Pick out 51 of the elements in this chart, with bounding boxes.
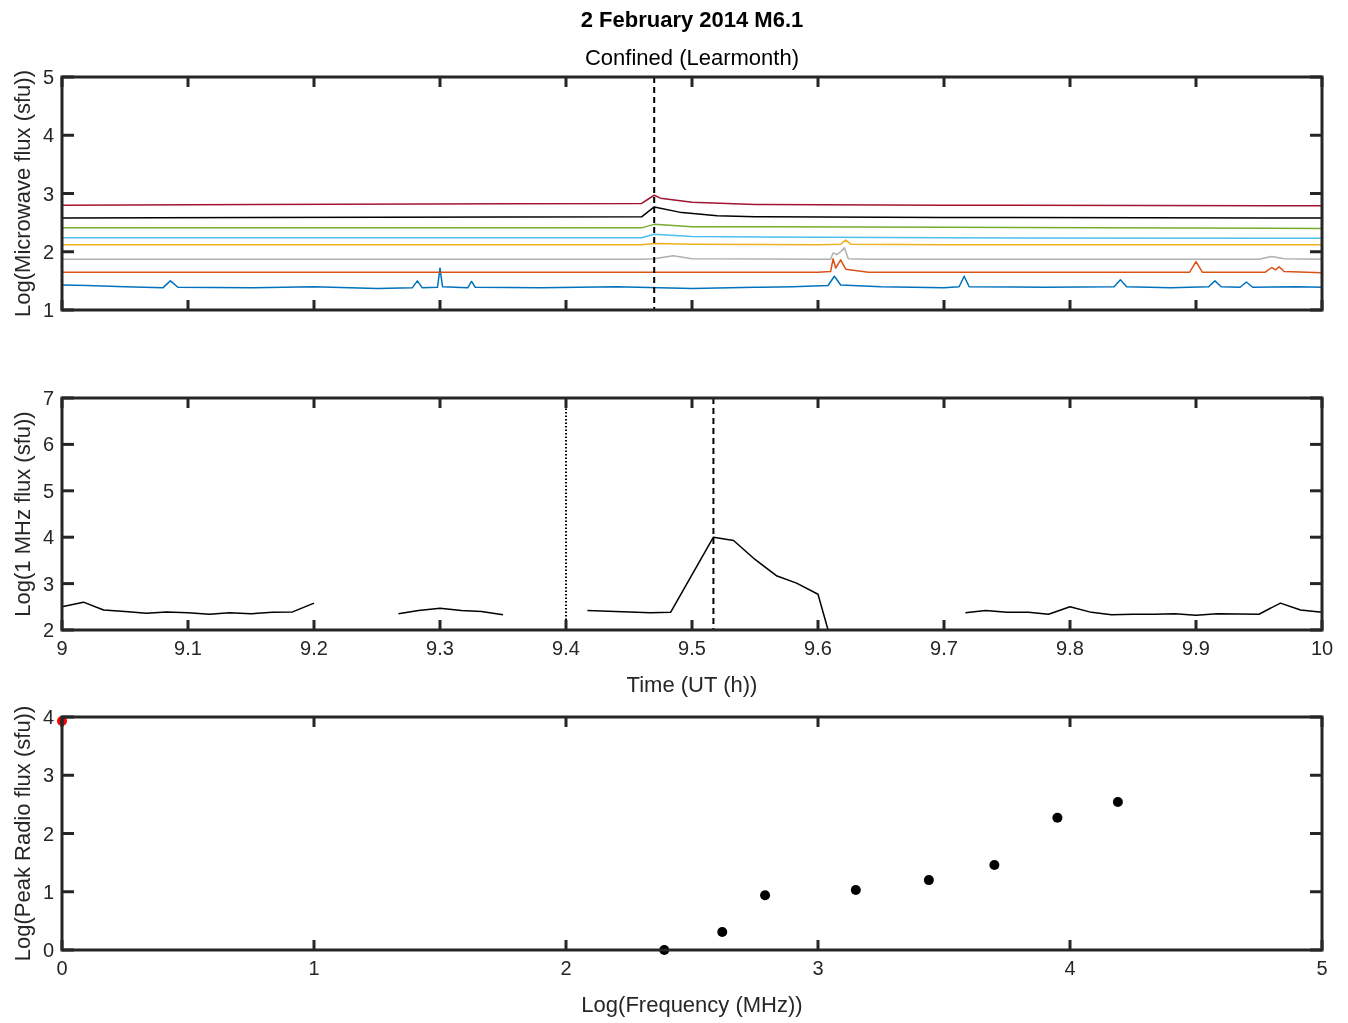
x-tick-label: 2	[560, 957, 572, 979]
line-series	[61, 257, 1323, 274]
x-axis-title: Log(Frequency (MHz))	[581, 992, 803, 1017]
y-tick-label: 2	[42, 240, 54, 263]
y-tick-label: 4	[42, 706, 54, 728]
y-tick-label: 3	[42, 572, 54, 595]
x-tick-label: 1	[308, 957, 320, 979]
y-tick-label: 1	[42, 299, 54, 321]
y-tick-label: 4	[42, 526, 54, 549]
y-tick-label: 3	[42, 764, 54, 787]
line-series	[61, 194, 1323, 207]
x-tick-label: 9.6	[804, 637, 832, 659]
point	[760, 890, 771, 901]
x-tick-label: 3	[812, 957, 824, 979]
x-tick-label: 0	[56, 957, 68, 979]
y-tick-label: 5	[42, 479, 54, 502]
x-tick-label: 9.1	[174, 637, 202, 659]
line-series	[61, 246, 1323, 261]
chart-title: 2 February 2014 M6.1	[580, 7, 804, 32]
x-tick-label: 4	[1064, 957, 1076, 979]
x-tick-label: 9.5	[678, 637, 706, 659]
x-tick-label: 9.4	[552, 637, 580, 659]
y-tick-label: 6	[42, 433, 54, 456]
y-axis-title: Log(Peak Radio flux (sfu))	[10, 705, 35, 962]
y-tick-label: 2	[42, 822, 54, 845]
y-tick-label: 4	[42, 124, 54, 147]
x-tick-label: 9.9	[1182, 637, 1210, 659]
chart-subtitle: Confined (Learmonth)	[584, 45, 800, 70]
y-tick-label: 7	[42, 387, 54, 409]
point	[850, 885, 861, 895]
y-axis-title: Log(Microwave flux (sfu))	[10, 70, 35, 317]
x-axis-title: Time (UT (h))	[626, 672, 758, 697]
y-tick-label: 3	[42, 182, 54, 205]
x-tick-label: 5	[1316, 957, 1328, 979]
y-tick-label: 5	[42, 66, 54, 88]
y-tick-label: 2	[42, 619, 54, 641]
x-tick-label: 9.8	[1056, 637, 1084, 659]
y-axis-title: Log(1 MHz flux (sfu))	[10, 411, 35, 617]
point	[989, 859, 1000, 870]
point	[923, 875, 934, 886]
y-tick-label: 0	[42, 939, 54, 961]
point	[1112, 797, 1123, 808]
x-tick-label: 9	[56, 637, 68, 659]
x-tick-label: 9.2	[300, 637, 328, 659]
line-series	[61, 267, 1323, 290]
point	[717, 926, 728, 937]
y-tick-label: 1	[42, 880, 54, 903]
x-tick-label: 10	[1310, 637, 1334, 659]
x-tick-label: 9.3	[426, 637, 454, 659]
point	[1052, 812, 1063, 823]
x-tick-label: 9.7	[930, 637, 958, 659]
